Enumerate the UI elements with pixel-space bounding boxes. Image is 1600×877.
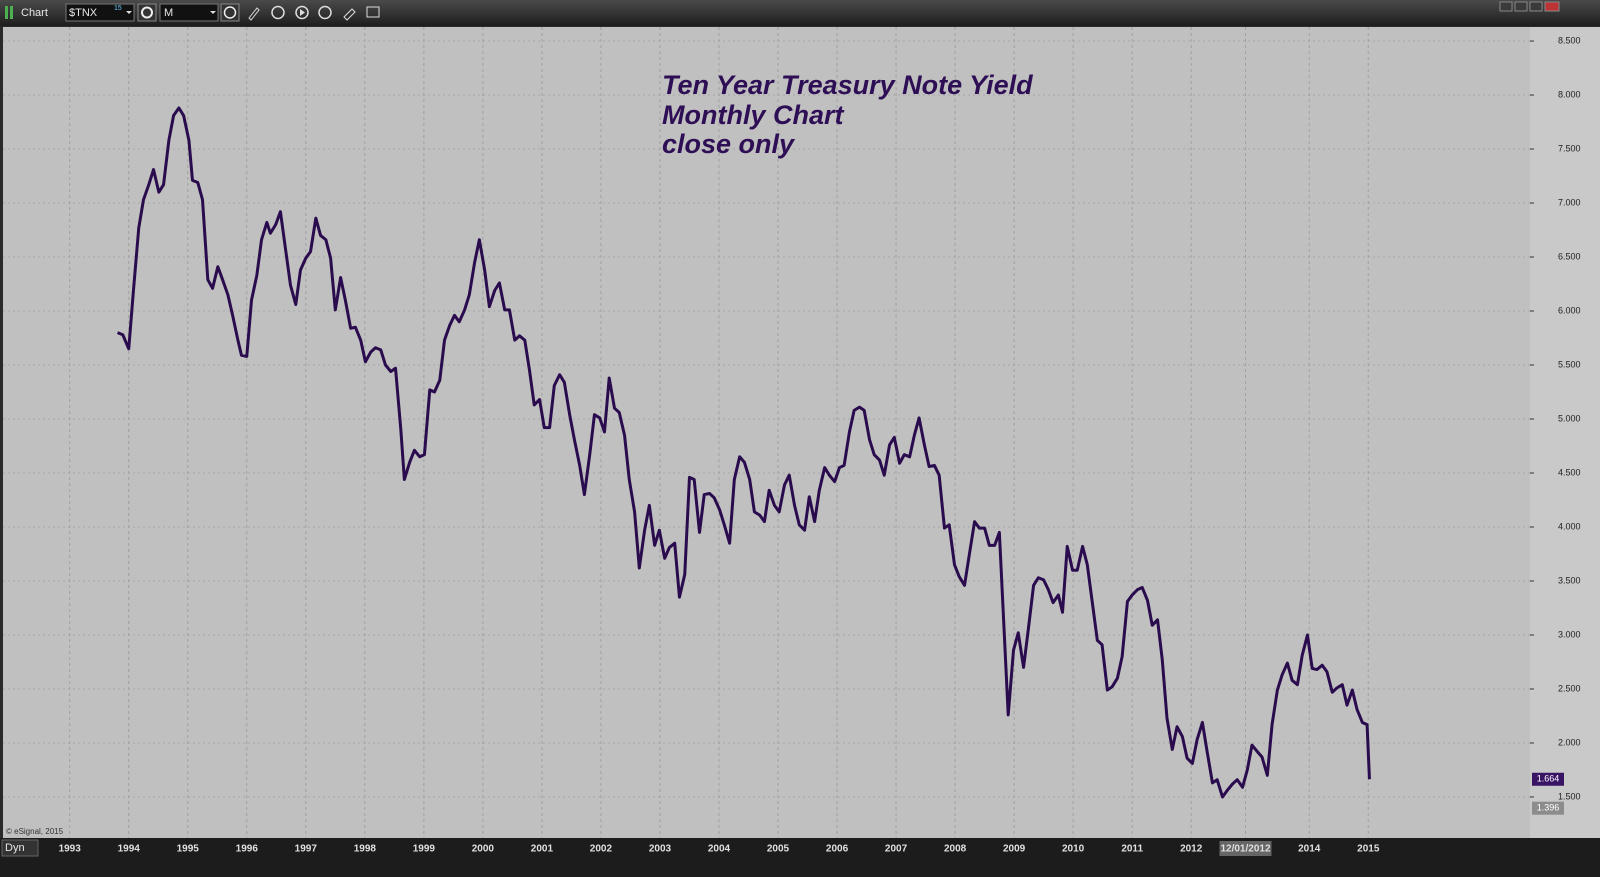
y-axis-panel: [1530, 27, 1600, 838]
crosshair-label-bg: [1219, 841, 1272, 856]
x-tick-label: 1995: [177, 844, 200, 855]
x-tick-label: 2006: [826, 844, 849, 855]
grid: 1.500 2.000 2.500 3.000 3.500 4.000 4.500 5.000…: [3, 27, 1581, 856]
x-tick-label: 2001: [531, 844, 554, 855]
y-tick-label: 6.000: [1558, 305, 1581, 315]
x-tick-label: 2007: [885, 844, 908, 855]
plot: 1.664 1.396: [116, 106, 1564, 815]
clock-icon: [223, 6, 237, 19]
gear-icon: [141, 6, 153, 19]
price-marker-label: 1.664: [1537, 774, 1560, 784]
copyright: © eSignal, 2015: [6, 827, 64, 836]
price-marker-label: 1.396: [1537, 803, 1560, 813]
interval: M: [164, 7, 173, 19]
x-tick-label: 1996: [236, 844, 259, 855]
symbol: $TNX: [69, 7, 98, 19]
y-tick-label: 3.000: [1558, 629, 1581, 639]
y-tick-label: 4.500: [1558, 467, 1581, 477]
x-axis-panel: [0, 838, 1600, 877]
cycle-tool[interactable]: [271, 5, 285, 20]
y-tick-label: 3.500: [1558, 575, 1581, 585]
toolbar: [0, 0, 1600, 26]
note-tool[interactable]: [366, 6, 380, 18]
x-tick-label: 1993: [59, 844, 82, 855]
price-marker: [1532, 801, 1564, 815]
x-tick-label: 1998: [354, 844, 377, 855]
draw-tool[interactable]: [248, 7, 260, 21]
minimize-button[interactable]: [1514, 1, 1528, 12]
y-tick-label: 2.500: [1558, 683, 1581, 693]
x-tick-label: 2004: [708, 844, 731, 855]
price-marker: [1532, 772, 1564, 786]
y-tick-label: 4.000: [1558, 521, 1581, 531]
dyn-box[interactable]: [1, 839, 39, 857]
dropdown-arrow: [210, 11, 216, 14]
x-tick-label: 1994: [118, 844, 141, 855]
y-tick-label: 8.500: [1558, 35, 1581, 45]
window-title: Chart: [21, 7, 48, 19]
y-tick-label: 5.500: [1558, 359, 1581, 369]
close-button[interactable]: [1544, 1, 1560, 12]
x-tick-label: 1999: [413, 844, 436, 855]
y-tick-label: 7.500: [1558, 143, 1581, 153]
eraser-tool[interactable]: [343, 8, 356, 21]
chart-title: close only: [662, 129, 796, 159]
settings-button[interactable]: [137, 3, 157, 22]
x-tick-label: 2008: [944, 844, 967, 855]
interval-box[interactable]: [159, 3, 219, 22]
app-icon: [10, 6, 13, 19]
restore-button[interactable]: [1499, 1, 1513, 12]
x-tick-label: 1997: [295, 844, 318, 855]
x-tick-label: 2014: [1298, 844, 1321, 855]
x-tick-label: 2012: [1180, 844, 1203, 855]
search-tool[interactable]: [318, 5, 332, 20]
play-tool[interactable]: [295, 5, 309, 20]
chart-title: Monthly Chart: [662, 100, 844, 130]
x-tick-label: 2015: [1357, 844, 1380, 855]
x-tick-label: 2009: [1003, 844, 1026, 855]
price-line: [116, 106, 1371, 799]
mode: Dyn: [5, 842, 25, 854]
y-tick-label: 5.000: [1558, 413, 1581, 423]
y-tick-label: 7.000: [1558, 197, 1581, 207]
symbol-box[interactable]: [65, 3, 135, 22]
y-tick-label: 1.500: [1558, 791, 1581, 801]
app-icon: [5, 6, 8, 19]
y-tick-label: 8.000: [1558, 89, 1581, 99]
symbol-badge: 15: [114, 5, 122, 12]
play-icon: [300, 9, 305, 16]
y-tick-label: 2.000: [1558, 737, 1581, 747]
y-tick-label: 6.500: [1558, 251, 1581, 261]
x-tick-label: 12/01/2012: [1220, 844, 1270, 855]
x-tick-label: 2002: [590, 844, 613, 855]
maximize-button[interactable]: [1529, 1, 1543, 12]
x-tick-label: 2000: [472, 844, 495, 855]
chart-title: Ten Year Treasury Note Yield: [662, 70, 1033, 100]
x-tick-label: 2003: [649, 844, 672, 855]
x-tick-label: 2011: [1121, 844, 1143, 855]
dropdown-arrow: [126, 11, 132, 14]
x-tick-label: 2005: [767, 844, 790, 855]
x-tick-label: 2010: [1062, 844, 1085, 855]
